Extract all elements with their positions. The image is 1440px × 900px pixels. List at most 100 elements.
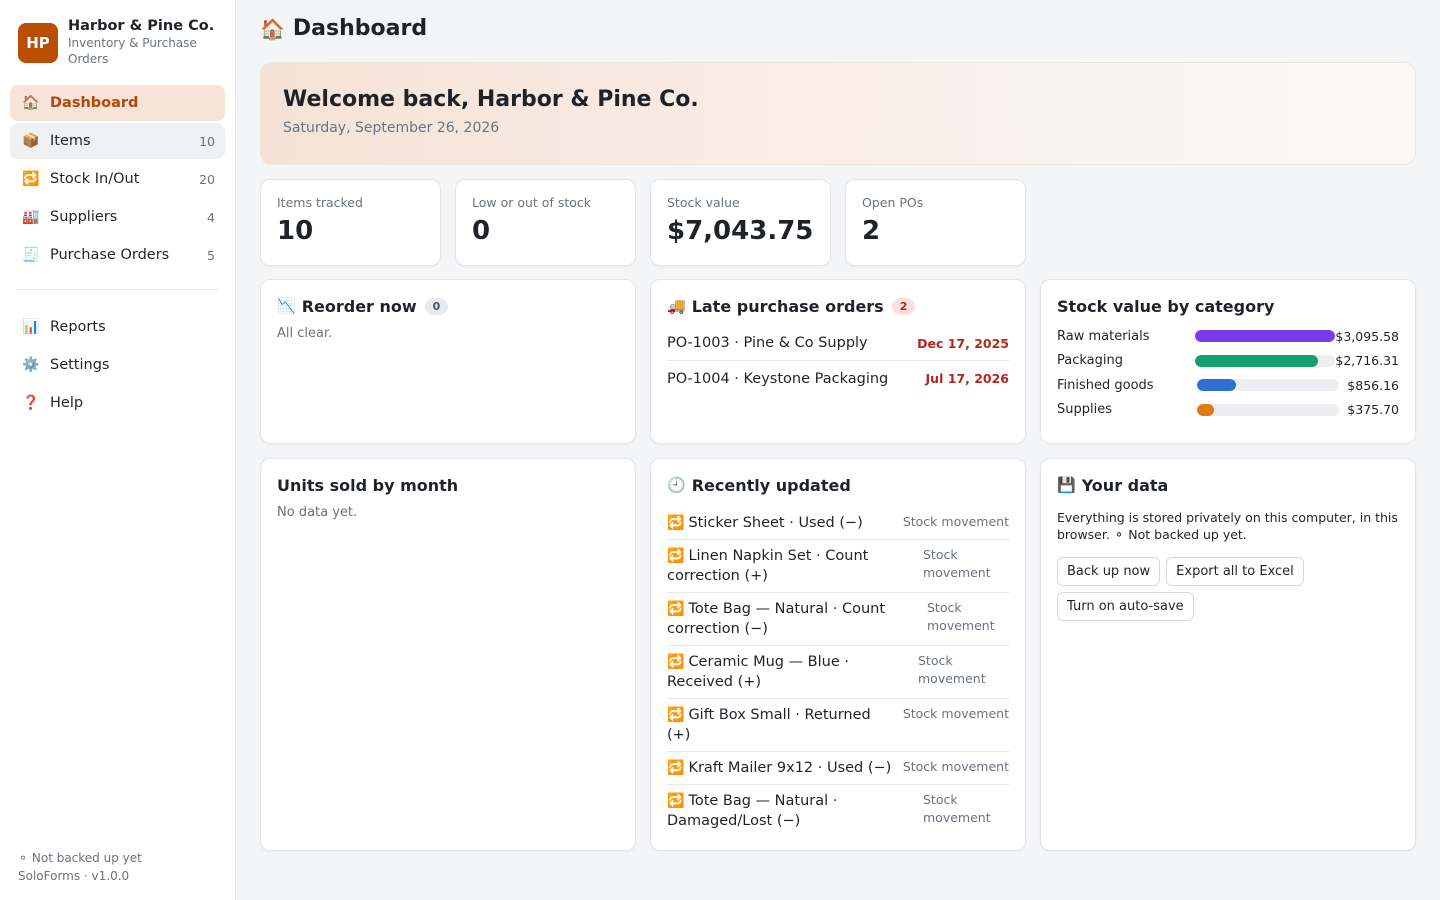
card-title: Late purchase orders (691, 296, 884, 316)
stat-items-tracked: Items tracked 10 (260, 179, 441, 266)
recent-row-text: Linen Napkin Set · Count correction (+) (667, 548, 869, 584)
recent-row[interactable]: 🔁 Gift Box Small · Returned (+) Stock mov… (667, 699, 1009, 752)
app-version: SoloForms · v1.0.0 (18, 869, 130, 883)
question-icon: ❓ (22, 395, 40, 411)
recently-updated-card: 🕘 Recently updated 🔁 Sticker Sheet · Used… (650, 458, 1026, 851)
sidebar-item-stock-in-out[interactable]: 🔁 Stock In/Out 20 (10, 161, 225, 197)
po-label: PO-1004 · Keystone Packaging (667, 370, 889, 387)
category-name: Raw materials (1057, 328, 1150, 344)
category-bar-fill (1195, 330, 1336, 343)
category-row: Raw materials $3,095.58 (1057, 324, 1399, 349)
recent-row[interactable]: 🔁 Linen Napkin Set · Count correction (+)… (667, 540, 1009, 593)
category-value: $856.16 (1347, 377, 1399, 393)
count-badge: 0 (424, 297, 449, 315)
sidebar-item-suppliers[interactable]: 🏭 Suppliers 4 (10, 199, 225, 235)
card-title: Recently updated (691, 475, 851, 495)
recent-row[interactable]: 🔁 Tote Bag — Natural · Damaged/Lost (−) S… (667, 785, 1009, 837)
late-pos-card: 🚚 Late purchase orders 2 PO-1003 · Pine … (650, 279, 1026, 444)
card-header: 🚚 Late purchase orders 2 (667, 296, 1009, 316)
recent-row[interactable]: 🔁 Ceramic Mug — Blue · Received (+) Stock… (667, 646, 1009, 699)
backup-status: ⚬ Not backed up yet (18, 851, 142, 865)
sidebar-footer: ⚬ Not backed up yet SoloForms · v1.0.0 (18, 849, 142, 885)
category-bar (1197, 379, 1339, 392)
recent-row-text: Gift Box Small · Returned (+) (667, 707, 871, 743)
sidebar-item-label: Items (50, 133, 91, 149)
repeat-icon: 🔁 (667, 793, 685, 809)
late-po-row[interactable]: PO-1004 · Keystone Packaging Jul 17, 202… (667, 361, 1009, 396)
recent-row[interactable]: 🔁 Kraft Mailer 9x12 · Used (−) Stock move… (667, 752, 1009, 785)
sidebar-item-items[interactable]: 📦 Items 10 (10, 123, 225, 159)
export-excel-button[interactable]: Export all to Excel (1166, 557, 1304, 586)
clock-icon: 🕘 (667, 476, 686, 494)
units-sold-card: Units sold by month No data yet. (260, 458, 636, 851)
sidebar-item-help[interactable]: ❓ Help (10, 385, 225, 421)
stat-value: $7,043.75 (667, 216, 814, 246)
category-bar-fill (1197, 379, 1237, 392)
category-row: Finished goods $856.16 (1057, 373, 1399, 398)
home-icon: 🏠 (22, 95, 40, 111)
recent-row-text: Kraft Mailer 9x12 · Used (−) (688, 760, 892, 776)
floppy-disk-icon: 💾 (1057, 476, 1076, 494)
count-badge: 2 (891, 297, 916, 315)
card-title: Units sold by month (277, 475, 459, 495)
sidebar-item-reports[interactable]: 📊 Reports (10, 309, 225, 345)
bar-chart-icon: 📊 (22, 319, 40, 335)
sidebar-nav: 🏠 Dashboard 📦 Items 10 🔁 Stock In/Out 20… (10, 85, 225, 423)
po-label: PO-1003 · Pine & Co Supply (667, 335, 868, 351)
sidebar-item-label: Reports (50, 319, 106, 335)
category-row: Packaging $2,716.31 (1057, 349, 1399, 374)
recent-row-kind: Stock movement (923, 792, 991, 825)
home-icon: 🏠 (260, 16, 285, 41)
chart-down-icon: 📉 (277, 297, 296, 315)
late-po-row[interactable]: PO-1003 · Pine & Co Supply Dec 17, 2025 (667, 326, 1009, 361)
sidebar-item-count: 20 (199, 171, 215, 187)
stat-label: Stock value (667, 195, 740, 210)
recent-row-kind: Stock movement (923, 547, 991, 580)
card-header: 📉 Reorder now 0 (277, 296, 619, 316)
sidebar-item-count: 4 (207, 209, 215, 225)
sidebar-item-purchase-orders[interactable]: 🧾 Purchase Orders 5 (10, 237, 225, 273)
sidebar-item-dashboard[interactable]: 🏠 Dashboard (10, 85, 225, 121)
repeat-icon: 🔁 (667, 515, 685, 531)
stat-stock-value: Stock value $7,043.75 (650, 179, 831, 266)
auto-save-button[interactable]: Turn on auto-save (1057, 592, 1194, 621)
stat-low-stock: Low or out of stock 0 (455, 179, 636, 266)
recent-row-text: Tote Bag — Natural · Count correction (−… (667, 601, 886, 637)
sidebar-item-label: Settings (50, 357, 110, 373)
brand-logo: HP (18, 23, 58, 63)
receipt-icon: 🧾 (22, 247, 40, 263)
recent-row-kind: Stock movement (902, 706, 1009, 721)
recent-row-kind: Stock movement (902, 514, 1009, 529)
category-name: Supplies (1057, 402, 1112, 418)
card-header: Stock value by category (1057, 296, 1399, 316)
card-header: 💾 Your data (1057, 475, 1399, 495)
sidebar-item-settings[interactable]: ⚙️ Settings (10, 347, 225, 383)
sidebar: HP Harbor & Pine Co. Inventory & Purchas… (0, 0, 236, 900)
brand-subtitle: Inventory & Purchase Orders (68, 36, 197, 66)
recent-row-text: Tote Bag — Natural · Damaged/Lost (−) (667, 793, 838, 829)
recent-row[interactable]: 🔁 Tote Bag — Natural · Count correction (… (667, 593, 1009, 646)
card-header: Units sold by month (277, 475, 619, 495)
recent-row-text: Sticker Sheet · Used (−) (688, 515, 863, 531)
stat-value: 10 (277, 216, 314, 246)
backup-now-button[interactable]: Back up now (1057, 557, 1161, 586)
stat-open-pos: Open POs 2 (845, 179, 1026, 266)
repeat-icon: 🔁 (667, 707, 685, 723)
gear-icon: ⚙️ (22, 357, 40, 373)
category-name: Finished goods (1057, 377, 1154, 393)
category-row: Supplies $375.70 (1057, 398, 1399, 423)
your-data-card: 💾 Your data Everything is stored private… (1040, 458, 1416, 851)
sidebar-item-count: 5 (207, 247, 215, 263)
sidebar-item-label: Help (50, 395, 84, 411)
sidebar-item-label: Purchase Orders (50, 247, 170, 263)
recent-row-text: Ceramic Mug — Blue · Received (+) (667, 654, 849, 690)
sidebar-item-label: Stock In/Out (50, 171, 140, 187)
welcome-title: Welcome back, Harbor & Pine Co. (283, 87, 699, 112)
stat-label: Open POs (862, 195, 924, 210)
card-title: Stock value by category (1057, 296, 1275, 316)
repeat-icon: 🔁 (667, 548, 685, 564)
repeat-icon: 🔁 (667, 601, 685, 617)
recent-row-kind: Stock movement (902, 759, 1009, 774)
repeat-icon: 🔁 (667, 760, 685, 776)
recent-row[interactable]: 🔁 Sticker Sheet · Used (−) Stock movement (667, 507, 1009, 540)
